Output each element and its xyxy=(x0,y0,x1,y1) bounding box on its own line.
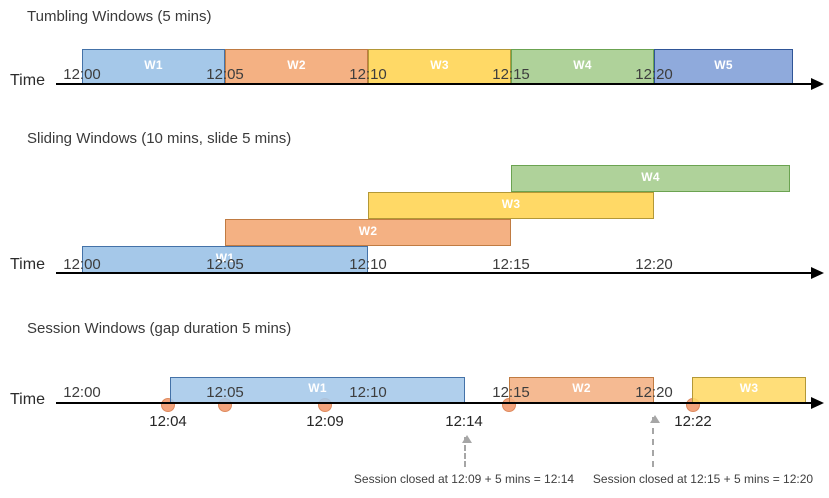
tick-label: 12:15 xyxy=(492,256,530,273)
window-label: W1 xyxy=(308,381,327,395)
tick-label: 12:05 xyxy=(206,384,244,401)
event-time-label: 12:22 xyxy=(674,413,712,430)
tick-label: 12:10 xyxy=(349,66,387,83)
tick-label: 12:05 xyxy=(206,66,244,83)
window-bar: W3 xyxy=(368,49,511,84)
section-title: Session Windows (gap duration 5 mins) xyxy=(27,320,292,337)
window-label: W4 xyxy=(573,57,592,72)
tick-label: 12:10 xyxy=(349,384,387,401)
tick-label: 12:10 xyxy=(349,256,387,273)
section-title: Sliding Windows (10 mins, slide 5 mins) xyxy=(27,130,292,147)
tick-label: 12:20 xyxy=(635,66,673,83)
annotation-text: Session closed at 12:15 + 5 mins = 12:20 xyxy=(592,472,814,486)
window-bar: W4 xyxy=(511,49,654,84)
event-time-label: 12:14 xyxy=(445,413,483,430)
window-label: W3 xyxy=(430,57,449,72)
window-label: W1 xyxy=(144,57,163,72)
arrow-up-icon xyxy=(650,415,660,423)
time-axis xyxy=(56,272,814,274)
event-time-label: 12:09 xyxy=(306,413,344,430)
window-bar: W3 xyxy=(692,377,806,403)
session-close-arrow xyxy=(462,435,472,467)
window-label: W5 xyxy=(714,57,733,72)
window-bar: W4 xyxy=(511,165,790,192)
tick-label: 12:20 xyxy=(635,256,673,273)
time-axis-label: Time xyxy=(10,391,45,408)
tick-label: 12:20 xyxy=(635,384,673,401)
time-axis xyxy=(56,402,814,404)
window-bar: W5 xyxy=(654,49,793,84)
axis-arrow-icon xyxy=(811,267,824,279)
window-bar: W1 xyxy=(82,246,368,273)
window-label: W4 xyxy=(641,169,660,184)
tick-label: 12:00 xyxy=(63,66,101,83)
tick-label: 12:00 xyxy=(63,384,101,401)
time-axis-label: Time xyxy=(10,256,45,273)
window-bar: W2 xyxy=(225,219,511,246)
window-bar: W2 xyxy=(509,377,654,403)
time-axis xyxy=(56,83,814,85)
window-label: W2 xyxy=(287,57,306,72)
arrow-up-icon xyxy=(462,435,472,443)
tick-label: 12:05 xyxy=(206,256,244,273)
section-title: Tumbling Windows (5 mins) xyxy=(27,8,212,25)
event-time-label: 12:04 xyxy=(149,413,187,430)
window-label: W2 xyxy=(572,381,591,395)
tick-label: 12:00 xyxy=(63,256,101,273)
axis-arrow-icon xyxy=(811,397,824,409)
time-axis-label: Time xyxy=(10,72,45,89)
window-label: W2 xyxy=(358,223,378,238)
window-bar: W1 xyxy=(82,49,225,84)
window-bar: W2 xyxy=(225,49,368,84)
window-label: W3 xyxy=(501,196,521,211)
tick-label: 12:15 xyxy=(492,384,530,401)
annotation-text: Session closed at 12:09 + 5 mins = 12:14 xyxy=(353,472,575,486)
session-close-arrow xyxy=(650,415,660,467)
window-bar: W3 xyxy=(368,192,654,219)
window-label: W3 xyxy=(739,381,759,395)
window-label: W1 xyxy=(215,250,235,265)
axis-arrow-icon xyxy=(811,78,824,90)
tick-label: 12:15 xyxy=(492,66,530,83)
